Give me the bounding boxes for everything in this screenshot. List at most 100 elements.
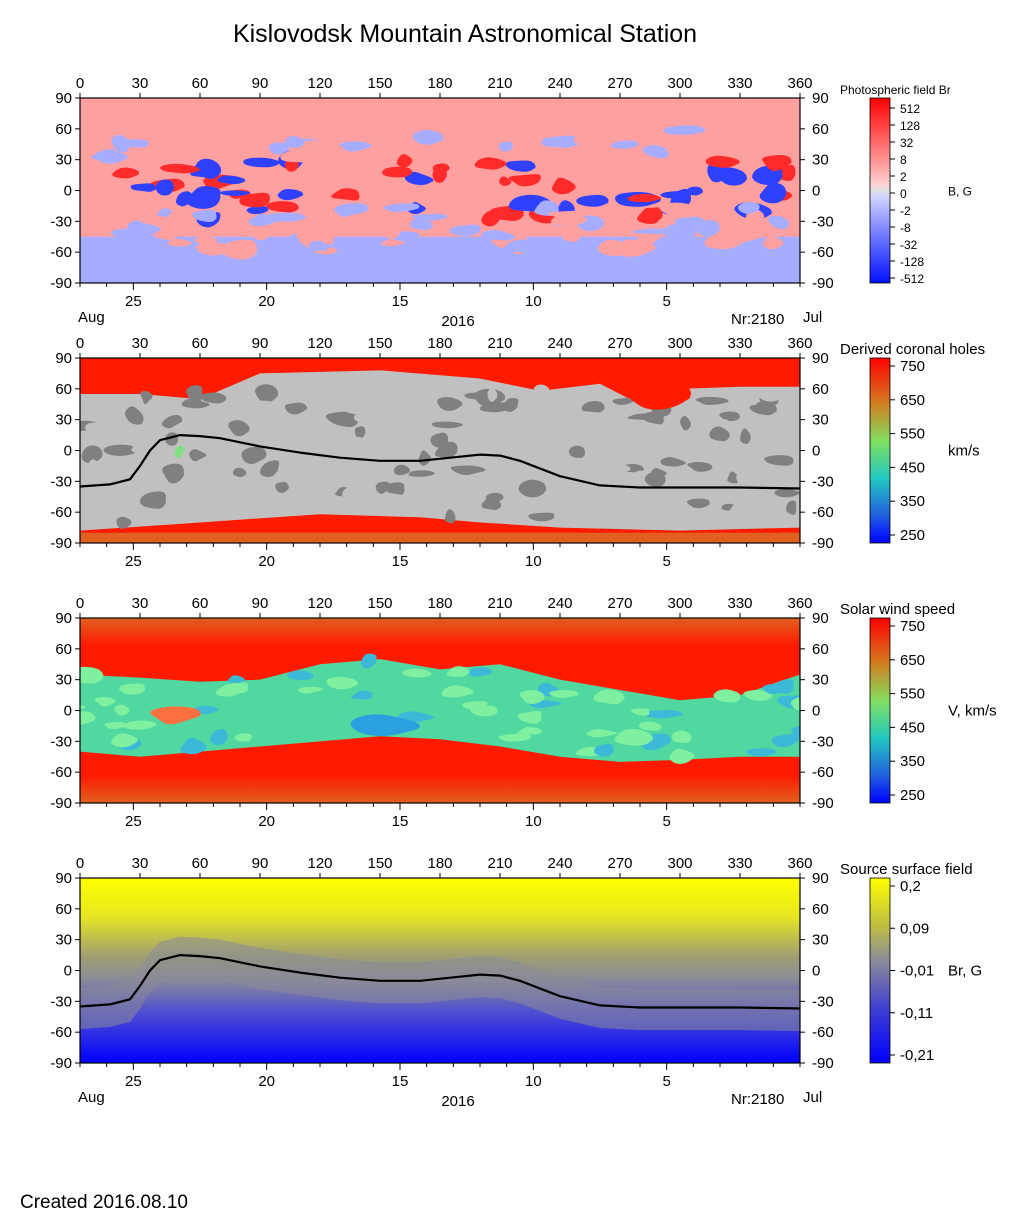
wind-cell: [360, 653, 377, 669]
field-region: [266, 201, 300, 213]
closed-field-cell: [197, 479, 208, 495]
solar-wind-map: [80, 618, 800, 803]
wind-cell: [519, 690, 546, 705]
lon-tick-label: 270: [607, 75, 632, 92]
wind-cell: [180, 737, 209, 755]
day-tick-label: 5: [662, 293, 670, 310]
lon-tick-label: 30: [132, 855, 149, 872]
lat-tick-label-left: -60: [50, 244, 72, 261]
colorbar-tick-label: 550: [900, 426, 925, 443]
field-region: [449, 224, 482, 237]
lat-tick-label-left: 0: [64, 183, 72, 200]
lat-tick-label-left: 30: [55, 412, 72, 429]
wind-cell: [350, 714, 428, 737]
closed-field-cell: [162, 463, 185, 484]
lat-tick-label-right: -90: [812, 1055, 834, 1072]
lon-tick-label: 300: [667, 855, 692, 872]
closed-field-cell: [186, 385, 203, 403]
lat-tick-label-right: 0: [812, 443, 820, 460]
wind-cell: [642, 710, 687, 719]
lon-tick-label: 90: [252, 75, 269, 92]
field-region: [761, 125, 800, 142]
closed-field-cell: [680, 416, 692, 431]
closed-field-cell: [719, 411, 741, 422]
colorbar: [869, 97, 891, 284]
field-region: [384, 203, 421, 212]
field-region: [627, 193, 664, 203]
day-tick-label: 5: [662, 813, 670, 830]
lon-tick-label: 330: [727, 75, 752, 92]
field-region: [551, 177, 578, 195]
lat-tick-label-right: 60: [812, 901, 829, 918]
closed-field-cell: [597, 462, 633, 475]
colorbar-tick-label: 0,09: [900, 920, 929, 937]
wind-cell: [791, 725, 800, 737]
closed-field-cell: [342, 487, 361, 506]
field-region: [220, 190, 252, 196]
lon-tick-label: 360: [787, 855, 812, 872]
rotation-label: Nr:2180: [731, 311, 784, 328]
field-region: [541, 135, 582, 148]
lat-tick-label-left: -90: [50, 1055, 72, 1072]
lat-tick-label-right: 90: [812, 610, 829, 627]
lat-tick-label-left: 30: [55, 152, 72, 169]
lat-tick-label-right: 60: [812, 121, 829, 138]
field-region: [334, 203, 370, 215]
field-region: [659, 202, 699, 217]
panel-title: Solar wind speed: [840, 601, 955, 618]
field-region: [217, 175, 247, 185]
field-region: [382, 166, 414, 178]
day-tick-label: 10: [525, 553, 542, 570]
wind-cell: [298, 686, 325, 694]
lon-tick-label: 0: [76, 75, 84, 92]
lat-tick-label-left: 60: [55, 641, 72, 658]
lon-tick-label: 90: [252, 855, 269, 872]
lat-tick-label-left: -60: [50, 504, 72, 521]
closed-field-cell: [729, 503, 750, 518]
wind-cell: [227, 675, 247, 684]
lat-tick-label-left: -60: [50, 1024, 72, 1041]
lon-tick-label: 240: [547, 595, 572, 612]
lon-tick-label: 150: [367, 75, 392, 92]
wind-cell: [234, 733, 252, 742]
field-region: [648, 207, 663, 220]
colorbar-unit-label: B, G: [948, 185, 972, 199]
lon-tick-label: 330: [727, 855, 752, 872]
field-region: [432, 163, 451, 173]
lon-tick-label: 360: [787, 335, 812, 352]
closed-field-cell: [143, 436, 166, 445]
year-label: 2016: [441, 313, 474, 330]
closed-field-cell: [241, 446, 268, 465]
closed-field-cell: [287, 489, 305, 505]
closed-field-cell: [254, 384, 280, 403]
wind-cell: [80, 711, 98, 725]
lon-tick-label: 180: [427, 855, 452, 872]
lat-tick-label-right: -30: [812, 733, 834, 750]
lat-tick-label-right: 0: [812, 963, 820, 980]
field-region: [254, 230, 268, 241]
colorbar-tick-label: -0,01: [900, 963, 934, 980]
field-region: [573, 127, 592, 146]
wind-cell: [94, 696, 117, 707]
colorbar-tick-label: -0,11: [900, 1005, 933, 1022]
closed-field-cell: [765, 443, 785, 458]
lat-tick-label-right: 0: [812, 703, 820, 720]
closed-field-cell: [612, 397, 635, 405]
field-region: [103, 148, 116, 162]
field-region: [346, 222, 364, 230]
lon-tick-label: 330: [727, 335, 752, 352]
field-region: [280, 150, 316, 163]
lon-tick-label: 60: [192, 855, 209, 872]
colorbar-tick-label: 512: [900, 102, 920, 116]
closed-field-cell: [85, 421, 122, 435]
wind-cell: [713, 689, 742, 703]
field-region: [778, 164, 796, 181]
lat-tick-label-left: 60: [55, 901, 72, 918]
closed-field-cell: [139, 491, 167, 509]
lon-tick-label: 360: [787, 595, 812, 612]
colorbar-tick-label: 8: [900, 153, 907, 167]
lon-tick-label: 300: [667, 595, 692, 612]
